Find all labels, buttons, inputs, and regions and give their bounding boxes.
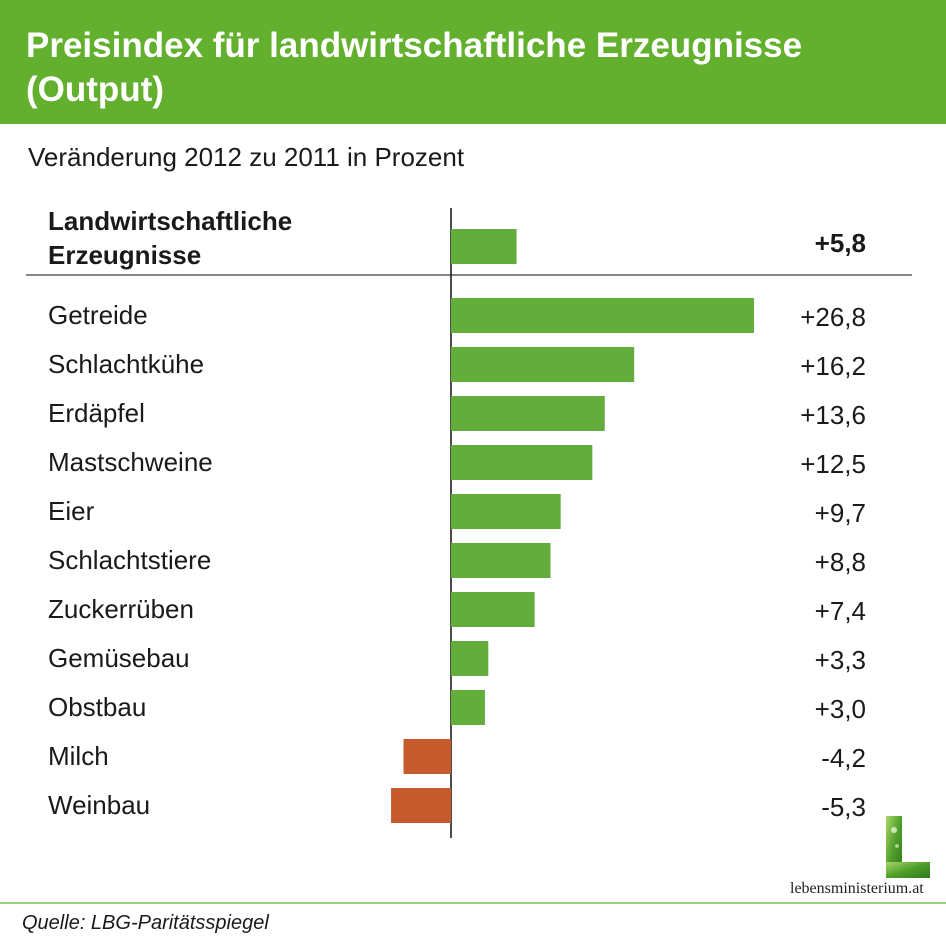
value-label: +16,2 bbox=[800, 351, 866, 381]
bar-5 bbox=[451, 543, 551, 578]
bar-1 bbox=[451, 347, 635, 382]
category-label: Zuckerrüben bbox=[48, 594, 194, 624]
category-label: Gemüsebau bbox=[48, 643, 190, 673]
value-label: -5,3 bbox=[821, 792, 866, 822]
value-label: +13,6 bbox=[800, 400, 866, 430]
category-label: Schlachtstiere bbox=[48, 545, 212, 575]
bar-9 bbox=[403, 739, 451, 774]
value-label: -4,2 bbox=[821, 743, 866, 773]
value-label: +26,8 bbox=[800, 302, 866, 332]
bar-10 bbox=[391, 788, 451, 823]
logo-text: lebensministerium.at bbox=[790, 880, 924, 897]
header-banner: Preisindex für landwirtschaftliche Erzeu… bbox=[0, 0, 946, 124]
category-label: Getreide bbox=[48, 300, 148, 330]
source-note: Quelle: LBG-Paritätsspiegel bbox=[22, 912, 269, 934]
total-bar bbox=[451, 229, 517, 264]
category-label: Schlachtkühe bbox=[48, 349, 205, 379]
bar-4 bbox=[451, 494, 561, 529]
category-label: Obstbau bbox=[48, 692, 147, 722]
footer-divider bbox=[0, 902, 946, 904]
chart-title: Preisindex für landwirtschaftliche Erzeu… bbox=[26, 26, 803, 109]
value-label: +9,7 bbox=[814, 498, 866, 528]
bar-8 bbox=[451, 690, 485, 725]
chart-subtitle: Veränderung 2012 zu 2011 in Prozent bbox=[28, 142, 465, 172]
category-label: Eier bbox=[48, 496, 95, 526]
category-label: Milch bbox=[48, 741, 109, 771]
total-value-label: +5,8 bbox=[814, 228, 866, 258]
value-label: +8,8 bbox=[814, 547, 866, 577]
bar-3 bbox=[451, 445, 593, 480]
value-label: +7,4 bbox=[814, 596, 866, 626]
bar-0 bbox=[451, 298, 754, 333]
bar-7 bbox=[451, 641, 489, 676]
category-label: Mastschweine bbox=[48, 447, 213, 477]
value-label: +3,0 bbox=[814, 694, 866, 724]
logo-icon bbox=[886, 816, 930, 878]
bar-6 bbox=[451, 592, 535, 627]
bar-2 bbox=[451, 396, 605, 431]
category-label: Erdäpfel bbox=[48, 398, 145, 428]
value-label: +12,5 bbox=[800, 449, 866, 479]
bar-chart bbox=[26, 208, 912, 838]
category-label: Weinbau bbox=[48, 790, 151, 820]
total-category-label: Landwirtschaftliche Erzeugnisse bbox=[48, 206, 293, 270]
value-label: +3,3 bbox=[814, 645, 866, 675]
